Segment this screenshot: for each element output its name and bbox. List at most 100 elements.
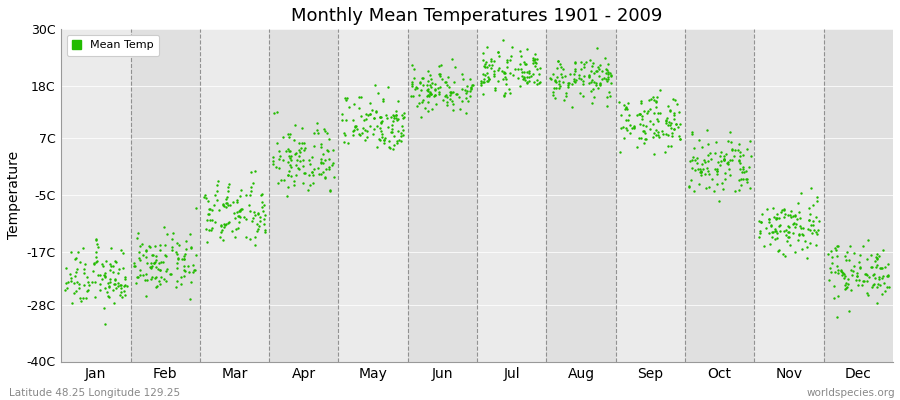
Point bbox=[533, 79, 547, 85]
Point bbox=[859, 271, 873, 277]
Point bbox=[498, 70, 512, 76]
Point bbox=[154, 259, 168, 266]
Point bbox=[698, 185, 713, 191]
Point bbox=[495, 68, 509, 74]
Point bbox=[777, 207, 791, 213]
Point bbox=[636, 122, 651, 128]
Point bbox=[94, 261, 109, 267]
Point bbox=[788, 212, 803, 218]
Point bbox=[435, 62, 449, 68]
Point bbox=[421, 68, 436, 74]
Point bbox=[71, 248, 86, 255]
Point bbox=[238, 216, 253, 223]
Point bbox=[88, 279, 103, 286]
Point bbox=[590, 64, 605, 70]
Point bbox=[659, 118, 673, 124]
Point bbox=[105, 268, 120, 275]
Point bbox=[391, 128, 405, 134]
Point bbox=[515, 73, 529, 79]
Point bbox=[176, 256, 191, 262]
Point bbox=[497, 92, 511, 98]
Point bbox=[661, 143, 675, 150]
Point bbox=[132, 272, 147, 278]
Point bbox=[107, 299, 122, 306]
Point bbox=[690, 166, 705, 172]
Point bbox=[500, 58, 514, 65]
Point bbox=[79, 274, 94, 281]
Point bbox=[780, 234, 795, 240]
Point bbox=[602, 93, 616, 100]
Point bbox=[549, 85, 563, 91]
Point bbox=[410, 85, 425, 91]
Point bbox=[802, 205, 816, 211]
Point bbox=[647, 130, 662, 137]
Point bbox=[487, 58, 501, 64]
Point bbox=[443, 88, 457, 95]
Point bbox=[185, 262, 200, 268]
Point bbox=[93, 281, 107, 287]
Point bbox=[384, 129, 399, 135]
Point bbox=[89, 249, 104, 256]
Point bbox=[382, 144, 396, 150]
Point bbox=[659, 116, 673, 123]
Point bbox=[219, 196, 233, 202]
Point bbox=[428, 100, 443, 107]
Point bbox=[826, 295, 841, 302]
Point bbox=[428, 93, 442, 99]
Point bbox=[102, 284, 116, 290]
Point bbox=[757, 243, 771, 249]
Point bbox=[828, 245, 842, 251]
Point bbox=[550, 74, 564, 81]
Point bbox=[568, 66, 582, 73]
Point bbox=[567, 71, 581, 77]
Point bbox=[646, 134, 661, 140]
Point bbox=[622, 112, 636, 118]
Point bbox=[424, 91, 438, 98]
Point bbox=[151, 278, 166, 284]
Point bbox=[284, 130, 298, 137]
Point bbox=[253, 214, 267, 221]
Point bbox=[716, 157, 731, 163]
Point bbox=[491, 67, 505, 73]
Point bbox=[199, 226, 213, 232]
Point bbox=[158, 276, 172, 282]
Point bbox=[456, 76, 471, 82]
Point bbox=[551, 58, 565, 64]
Point bbox=[95, 262, 110, 269]
Point bbox=[178, 268, 193, 274]
Point bbox=[67, 290, 81, 296]
Point bbox=[552, 80, 566, 87]
Point bbox=[88, 294, 103, 300]
Point bbox=[644, 126, 658, 132]
Point bbox=[634, 135, 648, 142]
Point bbox=[433, 84, 447, 90]
Point bbox=[861, 274, 876, 280]
Point bbox=[235, 206, 249, 212]
Point bbox=[482, 76, 496, 82]
Point bbox=[651, 132, 665, 138]
Point bbox=[857, 278, 871, 284]
Point bbox=[736, 166, 751, 172]
Point bbox=[573, 59, 588, 65]
Point bbox=[314, 140, 328, 147]
Point bbox=[478, 61, 492, 67]
Point bbox=[139, 293, 153, 300]
Point bbox=[510, 75, 525, 81]
Point bbox=[632, 135, 646, 141]
Point bbox=[600, 94, 615, 100]
Point bbox=[881, 261, 896, 268]
Point bbox=[314, 160, 328, 166]
Point bbox=[825, 260, 840, 266]
Point bbox=[422, 72, 436, 78]
Point bbox=[284, 153, 298, 160]
Point bbox=[389, 107, 403, 114]
Point bbox=[183, 269, 197, 275]
Point bbox=[876, 273, 890, 279]
Point bbox=[391, 116, 405, 122]
Point bbox=[146, 252, 160, 258]
Point bbox=[318, 174, 332, 181]
Point bbox=[739, 176, 753, 182]
Point bbox=[702, 150, 716, 156]
Point bbox=[687, 144, 701, 151]
Point bbox=[91, 244, 105, 250]
